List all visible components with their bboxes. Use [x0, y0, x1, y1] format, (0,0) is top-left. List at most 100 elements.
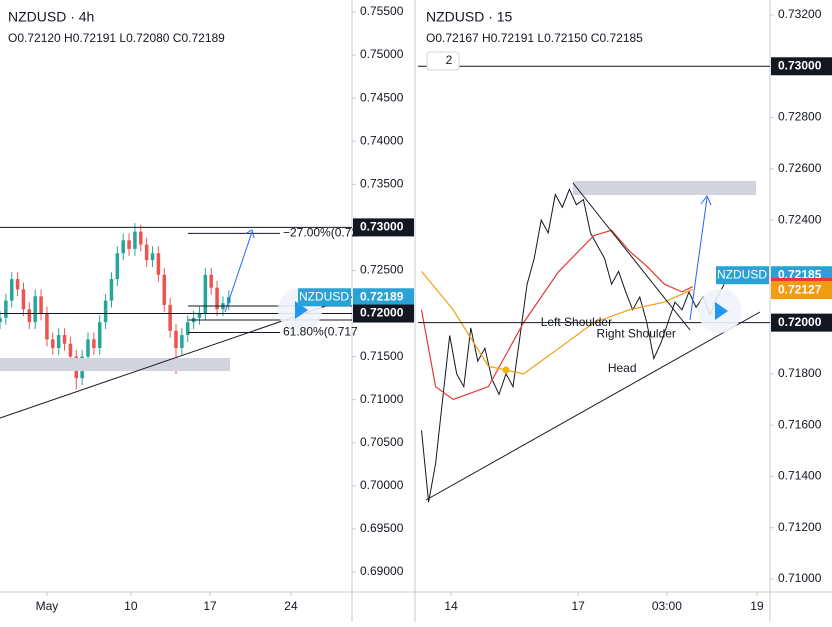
y-tick-label: 0.75000 [360, 47, 404, 61]
price-label: 0.72000 [778, 315, 822, 329]
price-line [421, 271, 693, 375]
trend-line [425, 311, 761, 501]
price-label-box [353, 288, 414, 307]
y-tick-label: 0.72600 [778, 161, 822, 175]
chart-title: NZDUSD · 15 [426, 9, 513, 25]
y-tick-label: 0.71200 [778, 520, 822, 534]
annotation: Left Shoulder [541, 315, 612, 329]
symbol-box [298, 288, 351, 307]
candle-body [4, 300, 8, 318]
candle-body [86, 339, 90, 357]
candle-body [9, 279, 14, 301]
price-label: 0.73000 [778, 58, 822, 72]
y-tick-label: 0.71000 [360, 392, 404, 406]
price-line [421, 188, 725, 503]
candle-body [203, 274, 208, 314]
y-tick-label: 0.71400 [778, 469, 822, 483]
candle-body [39, 296, 43, 314]
price-label: 0.73000 [360, 220, 404, 234]
play-button[interactable] [698, 289, 742, 333]
candle-body [51, 339, 55, 348]
chart-title: NZDUSD · 4h [8, 9, 94, 25]
price-label-box [771, 281, 832, 300]
symbol-label: NZDUSD [717, 267, 767, 281]
ohlc-text: O0.72167 H0.72191 L0.72150 C0.72185 [426, 31, 643, 45]
candle-body [215, 287, 219, 310]
x-tick-label: 24 [284, 599, 298, 613]
annotation: Head [608, 361, 637, 375]
projection-arrow [689, 197, 708, 321]
candle-body [174, 330, 178, 348]
candle-body [180, 335, 184, 348]
candle-body [168, 304, 172, 331]
price-label: 0.72000 [360, 306, 404, 320]
candle-body [197, 313, 202, 318]
triangle-line [572, 182, 691, 331]
candle-body [68, 343, 73, 357]
candle-body [0, 317, 2, 323]
candle-body [209, 274, 213, 288]
y-tick-label: 0.70000 [360, 478, 404, 492]
y-tick-label: 0.73500 [360, 176, 404, 190]
candle-body [109, 279, 114, 301]
target-zone [573, 181, 756, 195]
y-tick-label: 0.74500 [360, 90, 404, 104]
candle-body [15, 279, 20, 290]
y-tick-label: 0.69500 [360, 521, 404, 535]
candle-body [92, 339, 96, 348]
price-label-box [771, 313, 832, 332]
y-tick-label: 0.73200 [778, 7, 822, 21]
x-tick-label: 14 [444, 599, 458, 613]
candle-body [56, 335, 61, 348]
candle-body [185, 322, 190, 336]
price-line [420, 229, 693, 401]
y-tick-label: 0.72500 [360, 263, 404, 277]
y-tick-label: 0.75500 [360, 4, 404, 18]
cross-marker [502, 366, 510, 374]
price-label-box [353, 304, 414, 323]
price-label-box [771, 57, 832, 76]
candle-body [121, 240, 125, 254]
x-tick-label: 17 [203, 599, 217, 613]
badge-box [426, 51, 460, 71]
y-tick-label: 0.70500 [360, 435, 404, 449]
projection-arrow [224, 231, 253, 313]
candle-body [144, 244, 149, 261]
ohlc-text: O0.72120 H0.72191 L0.72080 C0.72189 [8, 31, 225, 45]
candle-body [27, 309, 32, 323]
price-label: 0.72185 [778, 267, 822, 281]
candle-body [156, 253, 161, 275]
annotation: −27.00%(0.72 [283, 226, 358, 240]
x-tick-label: May [36, 599, 59, 613]
support-zone [0, 358, 230, 371]
annotation: 61.80%(0.717 [283, 325, 358, 339]
candle-body [45, 313, 49, 340]
x-tick-label: 03:00 [652, 599, 682, 613]
y-tick-label: 0.71800 [778, 366, 822, 380]
x-tick-label: 10 [124, 599, 138, 613]
y-tick-label: 0.72800 [778, 110, 822, 124]
arrow-head [244, 229, 255, 239]
candle-body [97, 322, 102, 348]
y-tick-label: 0.69000 [360, 564, 404, 578]
candle-body [103, 300, 108, 323]
y-tick-label: 0.74000 [360, 133, 404, 147]
candle-body [162, 274, 167, 305]
y-tick-label: 0.72400 [778, 212, 822, 226]
symbol-label: NZDUSD [299, 289, 349, 303]
candle-body [115, 253, 120, 280]
candle-body [150, 253, 155, 261]
candle-body [127, 240, 131, 249]
badge: 2 [446, 53, 453, 67]
x-tick-label: 19 [750, 599, 764, 613]
candle-body [62, 335, 67, 344]
annotation: Right Shoulder [597, 326, 676, 340]
y-tick-label: 0.71600 [778, 417, 822, 431]
y-tick-label: 0.71500 [360, 349, 404, 363]
price-label: 0.72127 [778, 282, 822, 296]
y-tick-label: 0.71000 [778, 571, 822, 585]
candle-body [33, 296, 37, 323]
price-label: 0.72189 [360, 289, 404, 303]
